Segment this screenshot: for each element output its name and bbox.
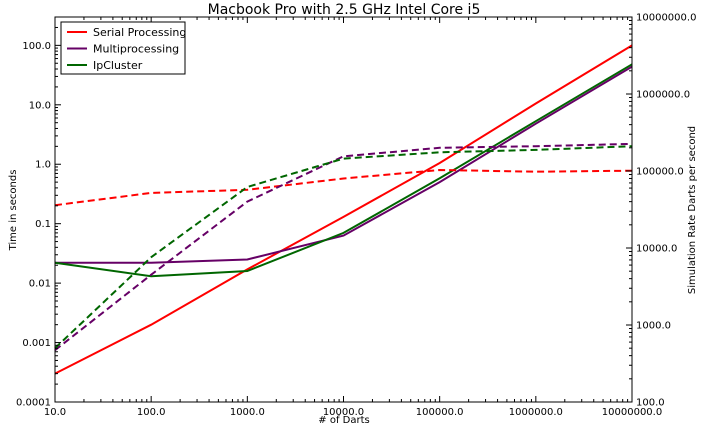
legend-label: IpCluster <box>93 59 143 72</box>
x-tick-label: 100.0 <box>137 407 166 418</box>
legend: Serial Processing Multiprocessing IpCluste… <box>60 21 186 75</box>
series-line-rate-4 <box>54 142 633 351</box>
x-tick-label: 1000000.0 <box>509 407 563 418</box>
x-tick-label: 10000000.0 <box>602 407 662 418</box>
axis-ticks: 10.0 100.0 1000.0 10000.0 100000.0 1000000.0 1… <box>16 13 696 419</box>
series-line-rate-3 <box>54 168 633 207</box>
series-line-rate-5 <box>54 145 633 349</box>
x-axis-title: # of Darts <box>318 415 369 426</box>
series-line-time-2 <box>54 63 633 278</box>
y2-tick-label: 10000.0 <box>636 244 677 255</box>
legend-label: Serial Processing <box>93 26 186 39</box>
y-tick-label: 0.001 <box>22 338 51 349</box>
x-tick-label: 1000.0 <box>230 407 265 418</box>
y-tick-label: 10.0 <box>29 100 51 111</box>
y-tick-label: 0.01 <box>29 279 51 290</box>
chart-title: Macbook Pro with 2.5 GHz Intel Core i5 <box>208 2 481 18</box>
x-tick-label: 10000.0 <box>323 407 364 418</box>
y2-tick-label: 10000000.0 <box>636 13 696 24</box>
y-tick-label: 1.0 <box>35 160 51 171</box>
plot-lines <box>54 44 633 375</box>
plot-frame <box>54 16 633 403</box>
legend-label: Multiprocessing <box>93 43 179 56</box>
x-tick-label: 100000.0 <box>416 407 464 418</box>
y2-tick-label: 100.0 <box>636 398 665 409</box>
y2-axis-title: Simulation Rate Darts per second <box>687 126 698 294</box>
y2-tick-label: 1000000.0 <box>636 90 690 101</box>
x-tick-label: 10.0 <box>44 407 66 418</box>
y-tick-label: 0.0001 <box>16 398 51 409</box>
y-tick-label: 100.0 <box>22 41 51 52</box>
y-axis-title: Time in seconds <box>8 170 19 252</box>
y2-tick-label: 1000.0 <box>636 321 671 332</box>
y2-tick-label: 100000.0 <box>636 167 684 178</box>
series-line-time-0 <box>54 44 633 375</box>
y-tick-label: 0.1 <box>35 219 51 230</box>
series-line-time-1 <box>55 65 633 264</box>
